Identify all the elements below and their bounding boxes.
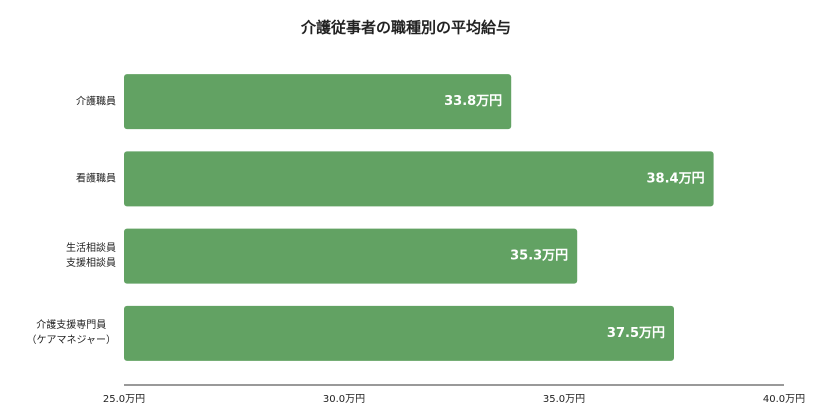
- value-label: 35.3万円: [510, 249, 568, 264]
- x-tick-label: 25.0万円: [103, 394, 145, 405]
- chart-title: 介護従事者の職種別の平均給与: [300, 19, 511, 37]
- bar: [124, 74, 512, 130]
- y-tick-label: 介護職員: [76, 96, 116, 108]
- bar: [124, 305, 674, 361]
- value-label: 33.8万円: [444, 94, 502, 109]
- value-label: 38.4万円: [647, 171, 705, 186]
- y-tick-label: 看護職員: [76, 173, 116, 185]
- x-tick-label: 30.0万円: [323, 394, 365, 405]
- x-tick-label: 35.0万円: [543, 394, 585, 405]
- x-tick-label: 40.0万円: [763, 394, 805, 405]
- bar: [124, 228, 578, 284]
- y-tick-label: 介護支援専門員 （ケアマネジャー）: [26, 320, 117, 347]
- bar: [124, 151, 714, 207]
- value-label: 37.5万円: [607, 326, 665, 341]
- y-tick-label: 生活相談員 支援相談員: [66, 243, 116, 270]
